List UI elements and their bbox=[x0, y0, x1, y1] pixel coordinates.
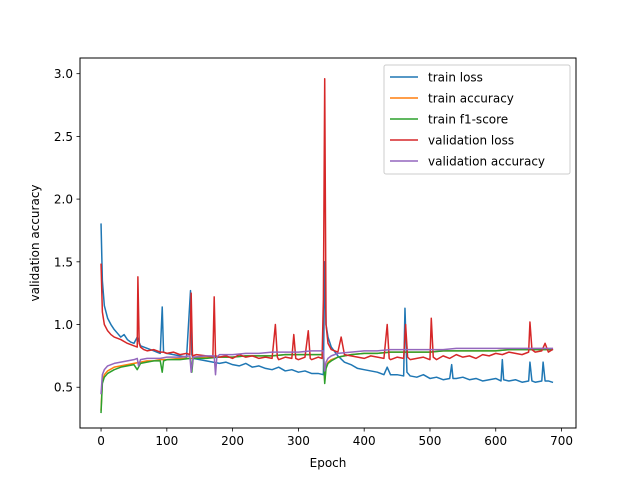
x-axis: 0 100 200 300 400 500 600 700 bbox=[97, 428, 573, 448]
x-axis-title: Epoch bbox=[310, 456, 347, 470]
x-tick-label: 500 bbox=[419, 434, 442, 448]
y-tick-label: 0.5 bbox=[54, 381, 73, 395]
legend-box bbox=[383, 64, 571, 175]
y-axis-title: validation accuracy bbox=[28, 184, 42, 301]
series-layer bbox=[100, 77, 554, 414]
legend-label: validation loss bbox=[428, 134, 514, 148]
y-tick-label: 3.0 bbox=[54, 67, 73, 81]
x-tick-label: 0 bbox=[97, 434, 105, 448]
x-tick-label: 600 bbox=[484, 434, 507, 448]
y-axis: 0.5 1.0 1.5 2.0 2.5 3.0 bbox=[54, 67, 80, 395]
y-tick-label: 1.0 bbox=[54, 318, 73, 332]
legend-label: train loss bbox=[428, 71, 483, 85]
y-tick-label: 1.5 bbox=[54, 255, 73, 269]
x-tick-label: 400 bbox=[353, 434, 376, 448]
y-tick-label: 2.0 bbox=[54, 193, 73, 207]
legend-label: validation accuracy bbox=[428, 155, 545, 169]
x-tick-label: 200 bbox=[221, 434, 244, 448]
y-tick-label: 2.5 bbox=[54, 130, 73, 144]
plot-frame bbox=[79, 57, 577, 429]
legend-label: train f1-score bbox=[428, 113, 508, 127]
x-tick-label: 700 bbox=[550, 434, 573, 448]
series-line-3 bbox=[100, 77, 554, 361]
series-line-4 bbox=[100, 347, 554, 395]
legend: train loss train accuracy train f1-score va… bbox=[383, 64, 571, 175]
legend-label: train accuracy bbox=[428, 92, 514, 106]
x-tick-label: 100 bbox=[155, 434, 178, 448]
x-tick-label: 300 bbox=[287, 434, 310, 448]
